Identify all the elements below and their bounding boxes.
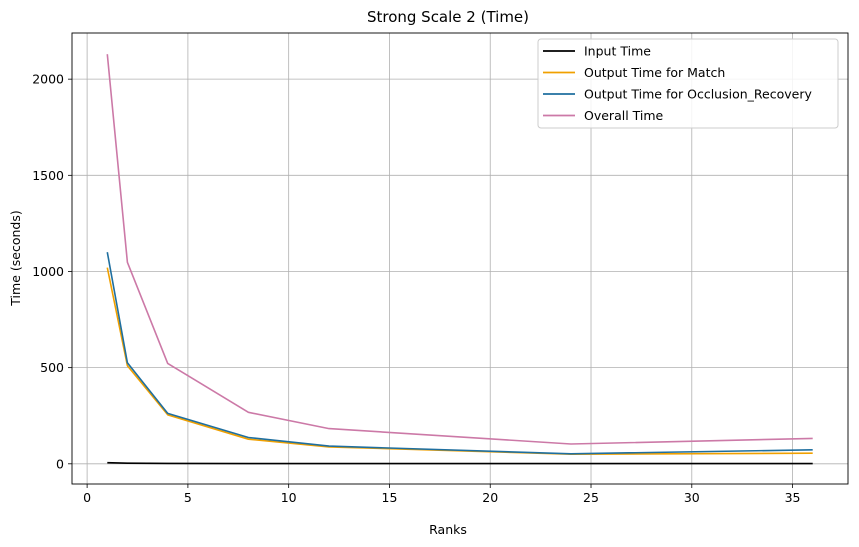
series-line-2: [106, 252, 813, 455]
legend-label: Output Time for Occlusion_Recovery: [584, 87, 812, 102]
legend-label: Overall Time: [584, 108, 664, 123]
x-axis-title: Ranks: [429, 522, 467, 537]
chart-title: Strong Scale 2 (Time): [367, 8, 529, 26]
y-tick-label: 500: [40, 360, 64, 375]
x-tick-label: 25: [583, 490, 599, 505]
x-tick-label: 30: [684, 490, 700, 505]
legend: Input Time Output Time for Match Output Ti…: [537, 38, 839, 129]
x-tick-label: 0: [83, 490, 91, 505]
y-tick-label: 1500: [32, 168, 64, 183]
y-tick-label: 2000: [32, 72, 64, 87]
y-tick-label: 0: [56, 456, 64, 471]
series-lines: [106, 54, 813, 465]
series-line-3: [106, 54, 813, 445]
x-tick-label: 5: [184, 490, 192, 505]
x-tick-label: 15: [382, 490, 398, 505]
x-tick-label: 10: [281, 490, 297, 505]
x-axis: 0 5 10 15 20 25 30 35: [83, 484, 801, 505]
x-tick-label: 35: [785, 490, 801, 505]
series-line-0: [107, 461, 813, 465]
legend-label: Input Time: [584, 44, 651, 59]
y-axis: 0 500 1000 1500 2000: [32, 72, 72, 471]
legend-box: [537, 38, 839, 129]
x-tick-label: 20: [482, 490, 498, 505]
plot-frame: [71, 32, 849, 485]
legend-label: Output Time for Match: [584, 65, 725, 80]
y-axis-title: Time (seconds): [8, 210, 23, 306]
y-tick-label: 1000: [32, 264, 64, 279]
